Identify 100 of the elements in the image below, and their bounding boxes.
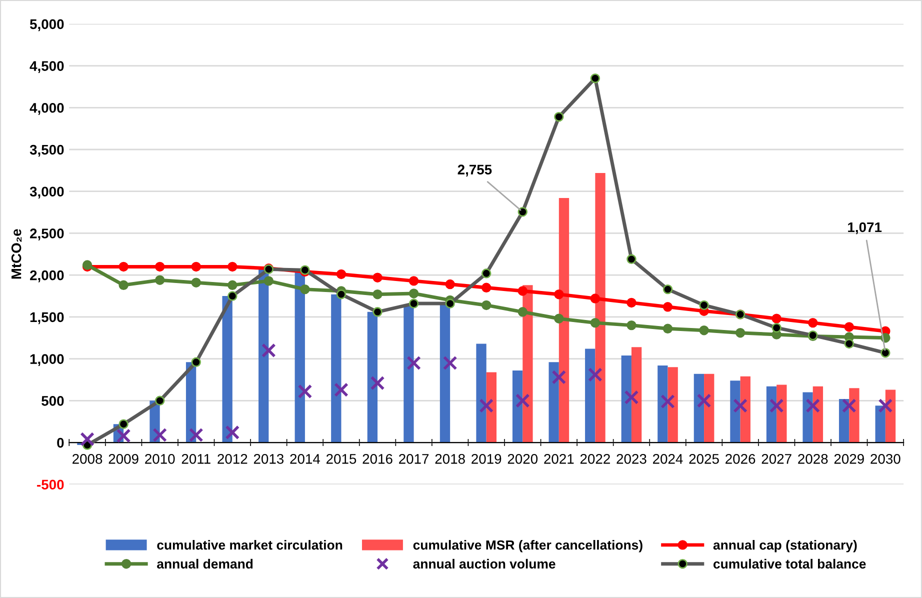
point <box>660 394 675 409</box>
x-tick-label: 2019 <box>472 454 502 464</box>
legend-label: cumulative MSR (after cancellations) <box>413 540 642 552</box>
bar <box>740 376 750 443</box>
y-tick-label: 0 <box>57 438 64 448</box>
annotation: 2,755 <box>458 164 492 177</box>
bar <box>222 296 232 443</box>
x-tick-label: 2030 <box>870 454 900 464</box>
bar <box>367 312 378 443</box>
annotation: 1,071 <box>848 222 882 234</box>
point <box>518 307 528 317</box>
bar <box>875 406 886 443</box>
y-tick-label: 1,500 <box>30 312 64 324</box>
y-tick-label: 2,000 <box>30 270 64 282</box>
bar <box>631 347 642 443</box>
point <box>225 425 240 440</box>
point <box>154 262 165 272</box>
point <box>408 276 419 286</box>
point <box>878 398 893 413</box>
point <box>191 262 201 272</box>
y-tick-label: 5,000 <box>30 19 64 32</box>
point <box>264 276 274 286</box>
point <box>228 280 238 290</box>
point <box>554 289 564 300</box>
bar <box>849 388 860 443</box>
y-tick-label: 4,500 <box>30 61 64 73</box>
point <box>588 368 602 382</box>
point <box>808 318 818 328</box>
bar <box>258 268 269 443</box>
point <box>300 284 310 294</box>
point <box>590 318 600 328</box>
bar <box>802 392 813 443</box>
x-tick-label: 2029 <box>834 454 864 464</box>
point <box>626 320 636 330</box>
point <box>118 280 128 290</box>
point <box>696 393 712 408</box>
legend-label: cumulative total balance <box>713 558 866 569</box>
point <box>515 393 530 408</box>
point <box>479 398 494 413</box>
point <box>406 356 421 370</box>
x-tick-label: 2022 <box>580 454 610 464</box>
x-tick-label: 2014 <box>290 454 320 464</box>
bar <box>766 386 777 443</box>
point <box>772 314 782 324</box>
y-tick-label: 3,500 <box>30 144 64 157</box>
point <box>188 428 204 442</box>
point <box>518 286 528 296</box>
y-tick-label: 2,500 <box>30 228 64 240</box>
point <box>442 356 458 370</box>
bar <box>331 294 342 443</box>
bar <box>522 285 533 443</box>
x-tick-label: 2020 <box>508 454 538 464</box>
point <box>228 262 238 272</box>
legend-label: annual demand <box>157 558 253 569</box>
point <box>116 428 131 444</box>
bar <box>486 372 497 443</box>
point <box>552 370 566 384</box>
y-tick-label: -500 <box>37 480 64 490</box>
bar <box>668 367 678 443</box>
point <box>118 262 128 272</box>
point <box>191 278 201 288</box>
point <box>662 324 673 334</box>
bar <box>621 355 632 443</box>
point <box>370 376 385 390</box>
bar <box>595 172 606 443</box>
x-tick-label: 2010 <box>145 454 175 464</box>
point <box>624 390 639 405</box>
bar <box>704 374 714 443</box>
bar <box>476 344 486 443</box>
point <box>445 279 455 290</box>
y-tick-label: 500 <box>42 396 64 406</box>
bar <box>404 304 414 443</box>
x-tick-label: 2021 <box>544 454 574 464</box>
point <box>336 269 346 280</box>
x-tick-label: 2026 <box>726 454 756 464</box>
bar <box>658 366 668 443</box>
x-tick-label: 2017 <box>399 454 429 464</box>
x-tick-label: 2016 <box>362 454 392 464</box>
bar <box>548 362 559 443</box>
point <box>481 282 492 292</box>
x-tick-label: 2025 <box>689 454 719 464</box>
point <box>626 298 636 308</box>
x-tick-label: 2028 <box>798 454 828 464</box>
point <box>590 294 600 304</box>
legend-label: annual cap (stationary) <box>713 540 857 552</box>
point <box>152 428 168 442</box>
x-tick-label: 2009 <box>108 454 138 464</box>
x-tick-label: 2015 <box>326 454 356 464</box>
point <box>735 328 746 338</box>
point <box>662 302 673 312</box>
x-tick-label: 2013 <box>254 454 284 464</box>
point <box>372 272 382 282</box>
legend-label: annual auction volume <box>413 558 556 569</box>
point <box>408 288 419 298</box>
bar <box>558 198 570 443</box>
x-tick-label: 2008 <box>72 454 102 464</box>
bar <box>730 380 740 443</box>
x-tick-label: 2018 <box>435 454 465 464</box>
point <box>154 275 165 285</box>
point <box>699 325 709 336</box>
